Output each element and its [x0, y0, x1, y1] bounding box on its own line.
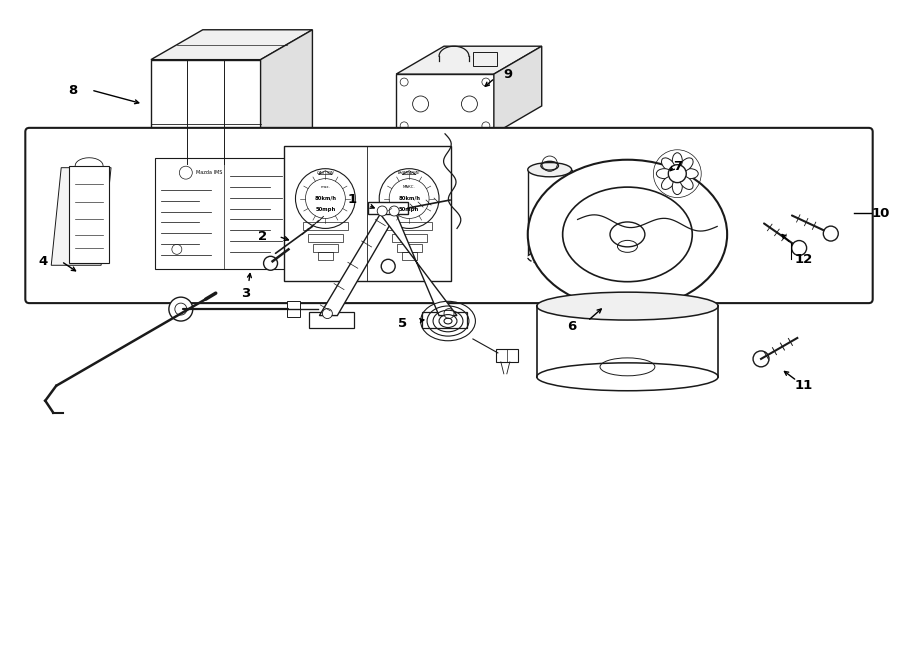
Text: 2: 2	[258, 230, 267, 243]
Bar	[228, 129, 252, 158]
Ellipse shape	[536, 292, 718, 320]
Ellipse shape	[662, 176, 675, 190]
Bar	[286, 301, 301, 317]
Circle shape	[753, 351, 769, 367]
Text: 10: 10	[871, 207, 890, 220]
Text: 1: 1	[347, 193, 357, 206]
Text: Mazda IMS: Mazda IMS	[196, 170, 222, 175]
Text: 50mph: 50mph	[315, 207, 336, 212]
Bar	[155, 158, 302, 269]
Circle shape	[169, 297, 193, 321]
Ellipse shape	[672, 178, 682, 194]
Polygon shape	[396, 74, 494, 134]
Polygon shape	[151, 30, 312, 59]
Text: 50mph: 50mph	[399, 207, 419, 212]
Circle shape	[713, 222, 722, 231]
Text: МАКС.: МАКС.	[403, 184, 416, 188]
Polygon shape	[380, 214, 457, 315]
Text: 9: 9	[503, 67, 512, 81]
Polygon shape	[320, 214, 396, 315]
Bar	[157, 129, 181, 158]
Circle shape	[444, 309, 454, 319]
FancyBboxPatch shape	[25, 128, 873, 303]
Text: max.: max.	[320, 184, 330, 188]
Ellipse shape	[562, 187, 692, 282]
Polygon shape	[151, 59, 261, 164]
Polygon shape	[261, 30, 312, 164]
Text: 6: 6	[567, 319, 576, 332]
Bar	[313, 245, 338, 253]
Text: 80km/h: 80km/h	[314, 195, 337, 200]
Polygon shape	[310, 311, 355, 327]
Bar	[318, 253, 333, 260]
Bar	[392, 235, 427, 243]
Ellipse shape	[680, 176, 693, 190]
Polygon shape	[494, 46, 542, 134]
Text: 3: 3	[241, 287, 250, 299]
Bar	[368, 202, 408, 214]
Ellipse shape	[680, 158, 693, 171]
Bar	[193, 129, 217, 158]
Ellipse shape	[610, 222, 645, 247]
Polygon shape	[396, 46, 542, 74]
Text: 4: 4	[39, 254, 48, 268]
Bar	[401, 253, 417, 260]
Text: 80km/h: 80km/h	[398, 195, 420, 200]
Circle shape	[377, 206, 387, 216]
Bar	[284, 146, 451, 281]
Ellipse shape	[656, 169, 672, 178]
Polygon shape	[422, 311, 467, 327]
Ellipse shape	[527, 163, 572, 176]
Text: 12: 12	[795, 253, 813, 266]
Bar	[308, 235, 343, 243]
Circle shape	[382, 259, 395, 273]
Circle shape	[389, 206, 400, 216]
Ellipse shape	[682, 169, 698, 178]
Ellipse shape	[527, 251, 572, 264]
Circle shape	[792, 241, 806, 256]
Polygon shape	[69, 166, 109, 263]
Text: 8: 8	[68, 83, 77, 97]
Ellipse shape	[662, 158, 675, 171]
Polygon shape	[51, 168, 111, 265]
Bar	[303, 223, 347, 231]
Bar	[527, 170, 572, 257]
Circle shape	[824, 226, 838, 241]
Bar	[496, 349, 518, 362]
Text: 5: 5	[398, 317, 407, 330]
Text: ВНИМАНИЕ: ВНИМАНИЕ	[398, 171, 420, 175]
Ellipse shape	[536, 363, 718, 391]
Text: CAUTION: CAUTION	[317, 171, 334, 175]
Bar	[472, 52, 497, 66]
Bar	[387, 223, 432, 231]
Circle shape	[264, 256, 277, 270]
Text: 11: 11	[795, 379, 813, 392]
Circle shape	[322, 309, 332, 319]
Circle shape	[449, 227, 465, 243]
Circle shape	[669, 165, 687, 182]
Ellipse shape	[527, 160, 727, 309]
Ellipse shape	[672, 153, 682, 169]
Text: 7: 7	[672, 160, 682, 173]
Bar	[397, 245, 421, 253]
